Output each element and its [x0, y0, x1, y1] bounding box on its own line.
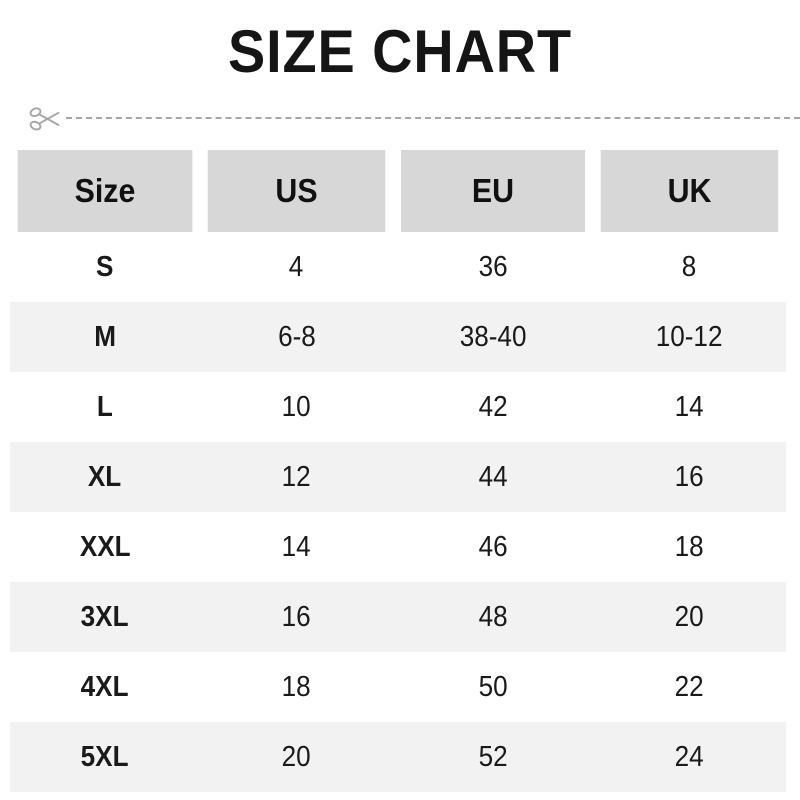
- cell-eu: 42: [393, 372, 593, 442]
- cell-size-text: 5XL: [81, 740, 129, 773]
- cell-size-text: S: [96, 250, 114, 283]
- table-header: Size US EU UK: [10, 150, 786, 232]
- table-row: 3XL 16 48 20: [10, 582, 786, 652]
- cell-us: 6-8: [200, 302, 393, 372]
- cell-eu: 36: [393, 232, 593, 302]
- cell-eu-text: 48: [478, 600, 508, 633]
- cell-size: L: [10, 372, 200, 442]
- cell-uk: 14: [593, 372, 786, 442]
- cut-line: [28, 103, 800, 135]
- cell-size-text: 4XL: [81, 670, 129, 703]
- cell-eu-text: 42: [478, 390, 508, 423]
- cell-size: 3XL: [10, 582, 200, 652]
- cell-us-text: 6-8: [277, 320, 316, 353]
- cell-size: XXL: [10, 512, 200, 582]
- cell-us-text: 16: [281, 600, 312, 633]
- cell-size-text: 3XL: [81, 600, 129, 633]
- cell-eu-text: 36: [478, 250, 508, 283]
- cell-us: 12: [200, 442, 393, 512]
- cell-uk: 10-12: [593, 302, 786, 372]
- cell-uk-text: 10-12: [656, 320, 723, 353]
- cell-eu-text: 50: [478, 670, 508, 703]
- cell-us: 10: [200, 372, 393, 442]
- cell-us-text: 4: [289, 250, 304, 283]
- cell-size: S: [10, 232, 200, 302]
- cell-uk: 16: [593, 442, 786, 512]
- cell-eu-text: 46: [478, 530, 508, 563]
- cell-us: 14: [200, 512, 393, 582]
- cell-eu: 46: [393, 512, 593, 582]
- cell-us: 16: [200, 582, 393, 652]
- cell-eu-text: 44: [478, 460, 508, 493]
- cell-us-text: 18: [281, 670, 312, 703]
- cell-us-text: 12: [281, 460, 312, 493]
- table-row: 5XL 20 52 24: [10, 722, 786, 792]
- dashed-cut-line: [66, 117, 800, 119]
- cell-eu: 50: [393, 652, 593, 722]
- table-row: 4XL 18 50 22: [10, 652, 786, 722]
- cell-us-text: 14: [281, 530, 312, 563]
- cell-uk: 18: [593, 512, 786, 582]
- cell-size-text: M: [94, 320, 116, 353]
- cell-size-text: XXL: [79, 530, 131, 563]
- table-body: S 4 36 8 M 6-8 38-40 10-12 L 10 42 14 XL…: [10, 232, 786, 792]
- cell-uk: 20: [593, 582, 786, 652]
- cell-us-text: 20: [281, 740, 312, 773]
- cell-uk-text: 24: [674, 740, 705, 773]
- column-header-us: US: [207, 150, 386, 232]
- column-header-size: Size: [17, 150, 193, 232]
- table-row: XL 12 44 16: [10, 442, 786, 512]
- cell-us: 20: [200, 722, 393, 792]
- cell-us: 18: [200, 652, 393, 722]
- cell-uk-text: 8: [682, 250, 697, 283]
- cell-us: 4: [200, 232, 393, 302]
- cell-size-text: L: [97, 390, 113, 423]
- cell-uk-text: 18: [674, 530, 705, 563]
- header-row: Size US EU UK: [10, 150, 786, 232]
- cell-eu: 48: [393, 582, 593, 652]
- table-row: XXL 14 46 18: [10, 512, 786, 582]
- cell-uk-text: 14: [674, 390, 705, 423]
- cell-eu: 38-40: [393, 302, 593, 372]
- cell-eu-text: 52: [478, 740, 508, 773]
- cell-size: XL: [10, 442, 200, 512]
- table-row: M 6-8 38-40 10-12: [10, 302, 786, 372]
- cell-uk-text: 22: [674, 670, 705, 703]
- cell-uk-text: 20: [674, 600, 705, 633]
- cell-eu-text: 38-40: [459, 320, 527, 353]
- size-chart-table: Size US EU UK S 4 36 8 M 6-8 38-40 10-12…: [10, 150, 786, 792]
- cell-size: 5XL: [10, 722, 200, 792]
- table-row: L 10 42 14: [10, 372, 786, 442]
- cell-uk-text: 16: [674, 460, 705, 493]
- column-header-uk: UK: [600, 150, 779, 232]
- page-title-container: SIZE CHART: [0, 20, 800, 84]
- cell-uk: 24: [593, 722, 786, 792]
- cell-uk: 8: [593, 232, 786, 302]
- cell-eu: 44: [393, 442, 593, 512]
- cell-us-text: 10: [281, 390, 312, 423]
- cell-uk: 22: [593, 652, 786, 722]
- cell-size: M: [10, 302, 200, 372]
- column-header-eu: EU: [401, 150, 585, 232]
- scissors-icon: [29, 107, 60, 131]
- cell-size-text: XL: [88, 460, 122, 493]
- table-row: S 4 36 8: [10, 232, 786, 302]
- cell-size: 4XL: [10, 652, 200, 722]
- page-title: SIZE CHART: [227, 18, 573, 85]
- cell-eu: 52: [393, 722, 593, 792]
